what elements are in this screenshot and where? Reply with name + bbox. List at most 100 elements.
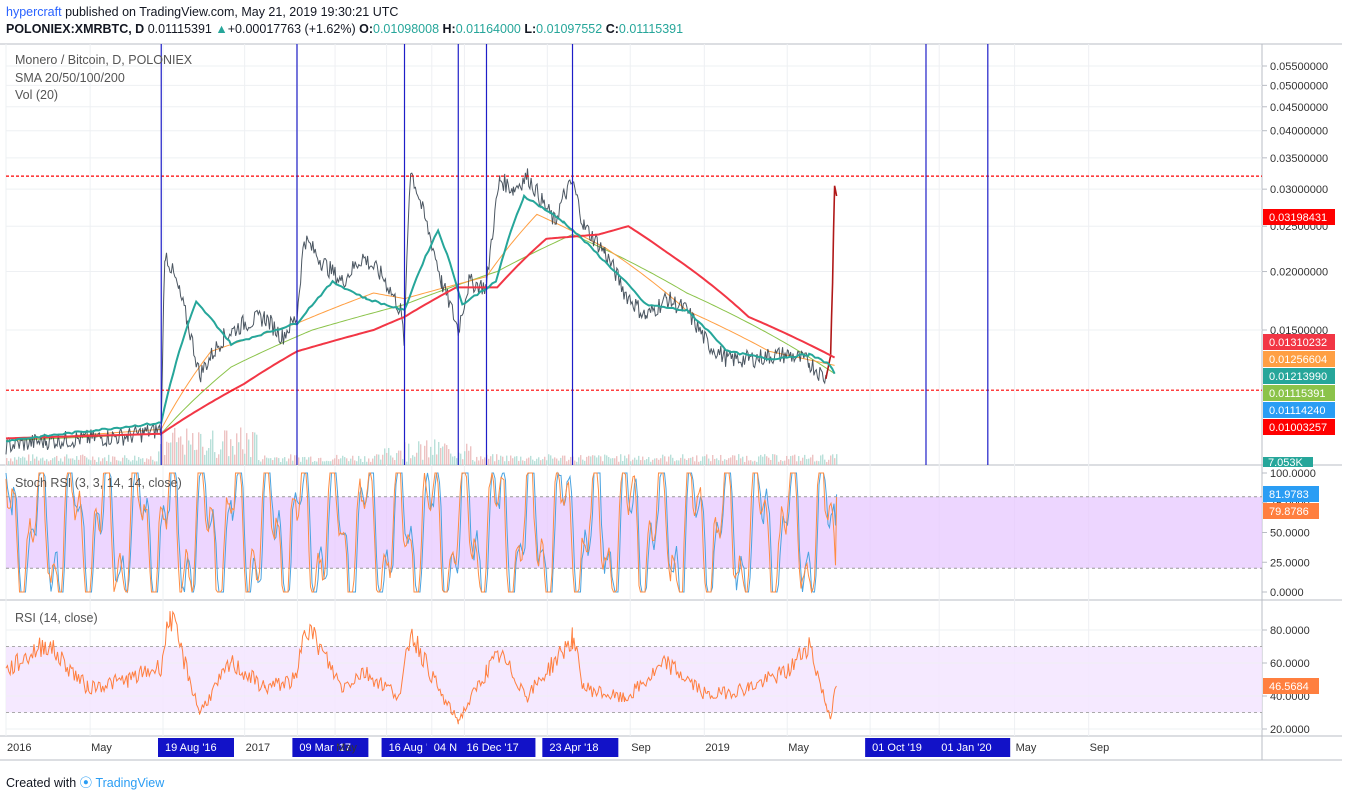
volume-bar — [762, 456, 764, 465]
volume-bar — [136, 460, 138, 465]
volume-bar — [232, 445, 234, 465]
volume-bar — [142, 458, 144, 465]
volume-bar — [598, 455, 600, 465]
volume-bar — [770, 459, 772, 465]
volume-bar — [616, 456, 618, 465]
volume-bar — [676, 460, 678, 465]
volume-bar — [470, 446, 472, 465]
volume-bar — [482, 459, 484, 465]
volume-bar — [32, 454, 34, 465]
volume-bar — [510, 455, 512, 465]
volume-bar — [330, 461, 332, 465]
created-with-label: Created with — [6, 776, 77, 790]
volume-bar — [194, 450, 196, 465]
rsi-value-badge — [1263, 678, 1319, 694]
volume-bar — [758, 456, 760, 465]
volume-bar — [92, 456, 94, 465]
date-highlight-label: 19 Aug '16 — [165, 742, 217, 754]
price-label-text: 0.01310232 — [1269, 337, 1327, 349]
volume-bar — [636, 459, 638, 465]
volume-bar — [746, 455, 748, 465]
volume-bar — [154, 461, 156, 465]
volume-bar — [98, 457, 100, 465]
author-link[interactable]: hypercraft — [6, 5, 62, 19]
stoch-tick-label: 0.0000 — [1270, 587, 1304, 599]
footer: Created with ⦿ TradingView — [6, 772, 164, 791]
volume-bar — [576, 461, 578, 465]
volume-bar — [216, 457, 218, 465]
volume-bar — [546, 460, 548, 465]
date-highlight-badge — [158, 738, 234, 757]
volume-bar — [704, 456, 706, 465]
volume-bar — [260, 461, 262, 465]
volume-bar — [406, 461, 408, 465]
volume-bar — [430, 446, 432, 465]
volume-bar — [72, 458, 74, 465]
volume-bar — [176, 442, 178, 465]
volume-bar — [276, 457, 278, 465]
volume-bar — [712, 455, 714, 465]
time-tick-label: 2019 — [705, 742, 729, 754]
volume-bar — [476, 456, 478, 465]
volume-bar — [578, 457, 580, 465]
volume-bar — [782, 461, 784, 465]
volume-bar — [316, 461, 318, 465]
rsi-tick-label: 80.0000 — [1270, 625, 1310, 637]
volume-bar — [338, 459, 340, 465]
volume-bar — [726, 459, 728, 465]
volume-bar — [120, 461, 122, 465]
time-tick-label: 2017 — [246, 742, 270, 754]
volume-bar — [332, 459, 334, 465]
volume-bar — [180, 436, 182, 465]
volume-bar — [650, 461, 652, 465]
volume-bar — [28, 454, 30, 465]
volume-bar — [554, 457, 556, 465]
volume-bar — [348, 461, 350, 465]
low-label: L: — [524, 22, 537, 36]
volume-bar — [666, 461, 668, 465]
volume-bar — [800, 460, 802, 465]
volume-bar — [658, 459, 660, 465]
price-label-text: 0.01256604 — [1269, 354, 1327, 366]
volume-bar — [244, 453, 246, 465]
volume-bar — [188, 440, 190, 465]
volume-bar — [698, 461, 700, 465]
volume-bar — [198, 432, 200, 465]
volume-bar — [640, 460, 642, 465]
pane-title: Stoch RSI (3, 3, 14, 14, close) — [15, 476, 182, 490]
volume-bar — [78, 459, 80, 465]
volume-bar — [174, 427, 176, 465]
volume-bar — [90, 460, 92, 465]
indicator-legend: SMA 20/50/100/200 — [15, 71, 125, 85]
volume-bar — [440, 447, 442, 465]
volume-bar — [828, 459, 830, 465]
volume-bar — [496, 454, 498, 465]
volume-bar — [456, 458, 458, 465]
chart-title: Monero / Bitcoin, D, POLONIEX — [15, 53, 193, 67]
volume-bar — [688, 458, 690, 465]
volume-bar — [214, 452, 216, 465]
volume-bar — [778, 461, 780, 465]
volume-bar — [498, 459, 500, 465]
volume-bar — [630, 461, 632, 465]
volume-bar — [248, 439, 250, 465]
volume-bar — [724, 459, 726, 465]
volume-bar — [366, 461, 368, 465]
tradingview-link[interactable]: TradingView — [95, 776, 165, 790]
volume-bar — [220, 449, 222, 465]
volume-bar — [130, 461, 132, 465]
price-label-text: 0.01003257 — [1269, 422, 1327, 434]
volume-bar — [794, 454, 796, 465]
open-label: O: — [359, 22, 373, 36]
volume-bar — [608, 457, 610, 465]
stoch-value-badge — [1263, 503, 1319, 519]
volume-bar — [146, 458, 148, 465]
volume-bar — [462, 459, 464, 465]
volume-bar — [832, 454, 834, 465]
volume-bar — [638, 455, 640, 465]
stoch-d-line — [5, 472, 838, 594]
volume-bar — [710, 461, 712, 465]
volume-bar — [210, 439, 212, 465]
volume-bar — [370, 461, 372, 465]
